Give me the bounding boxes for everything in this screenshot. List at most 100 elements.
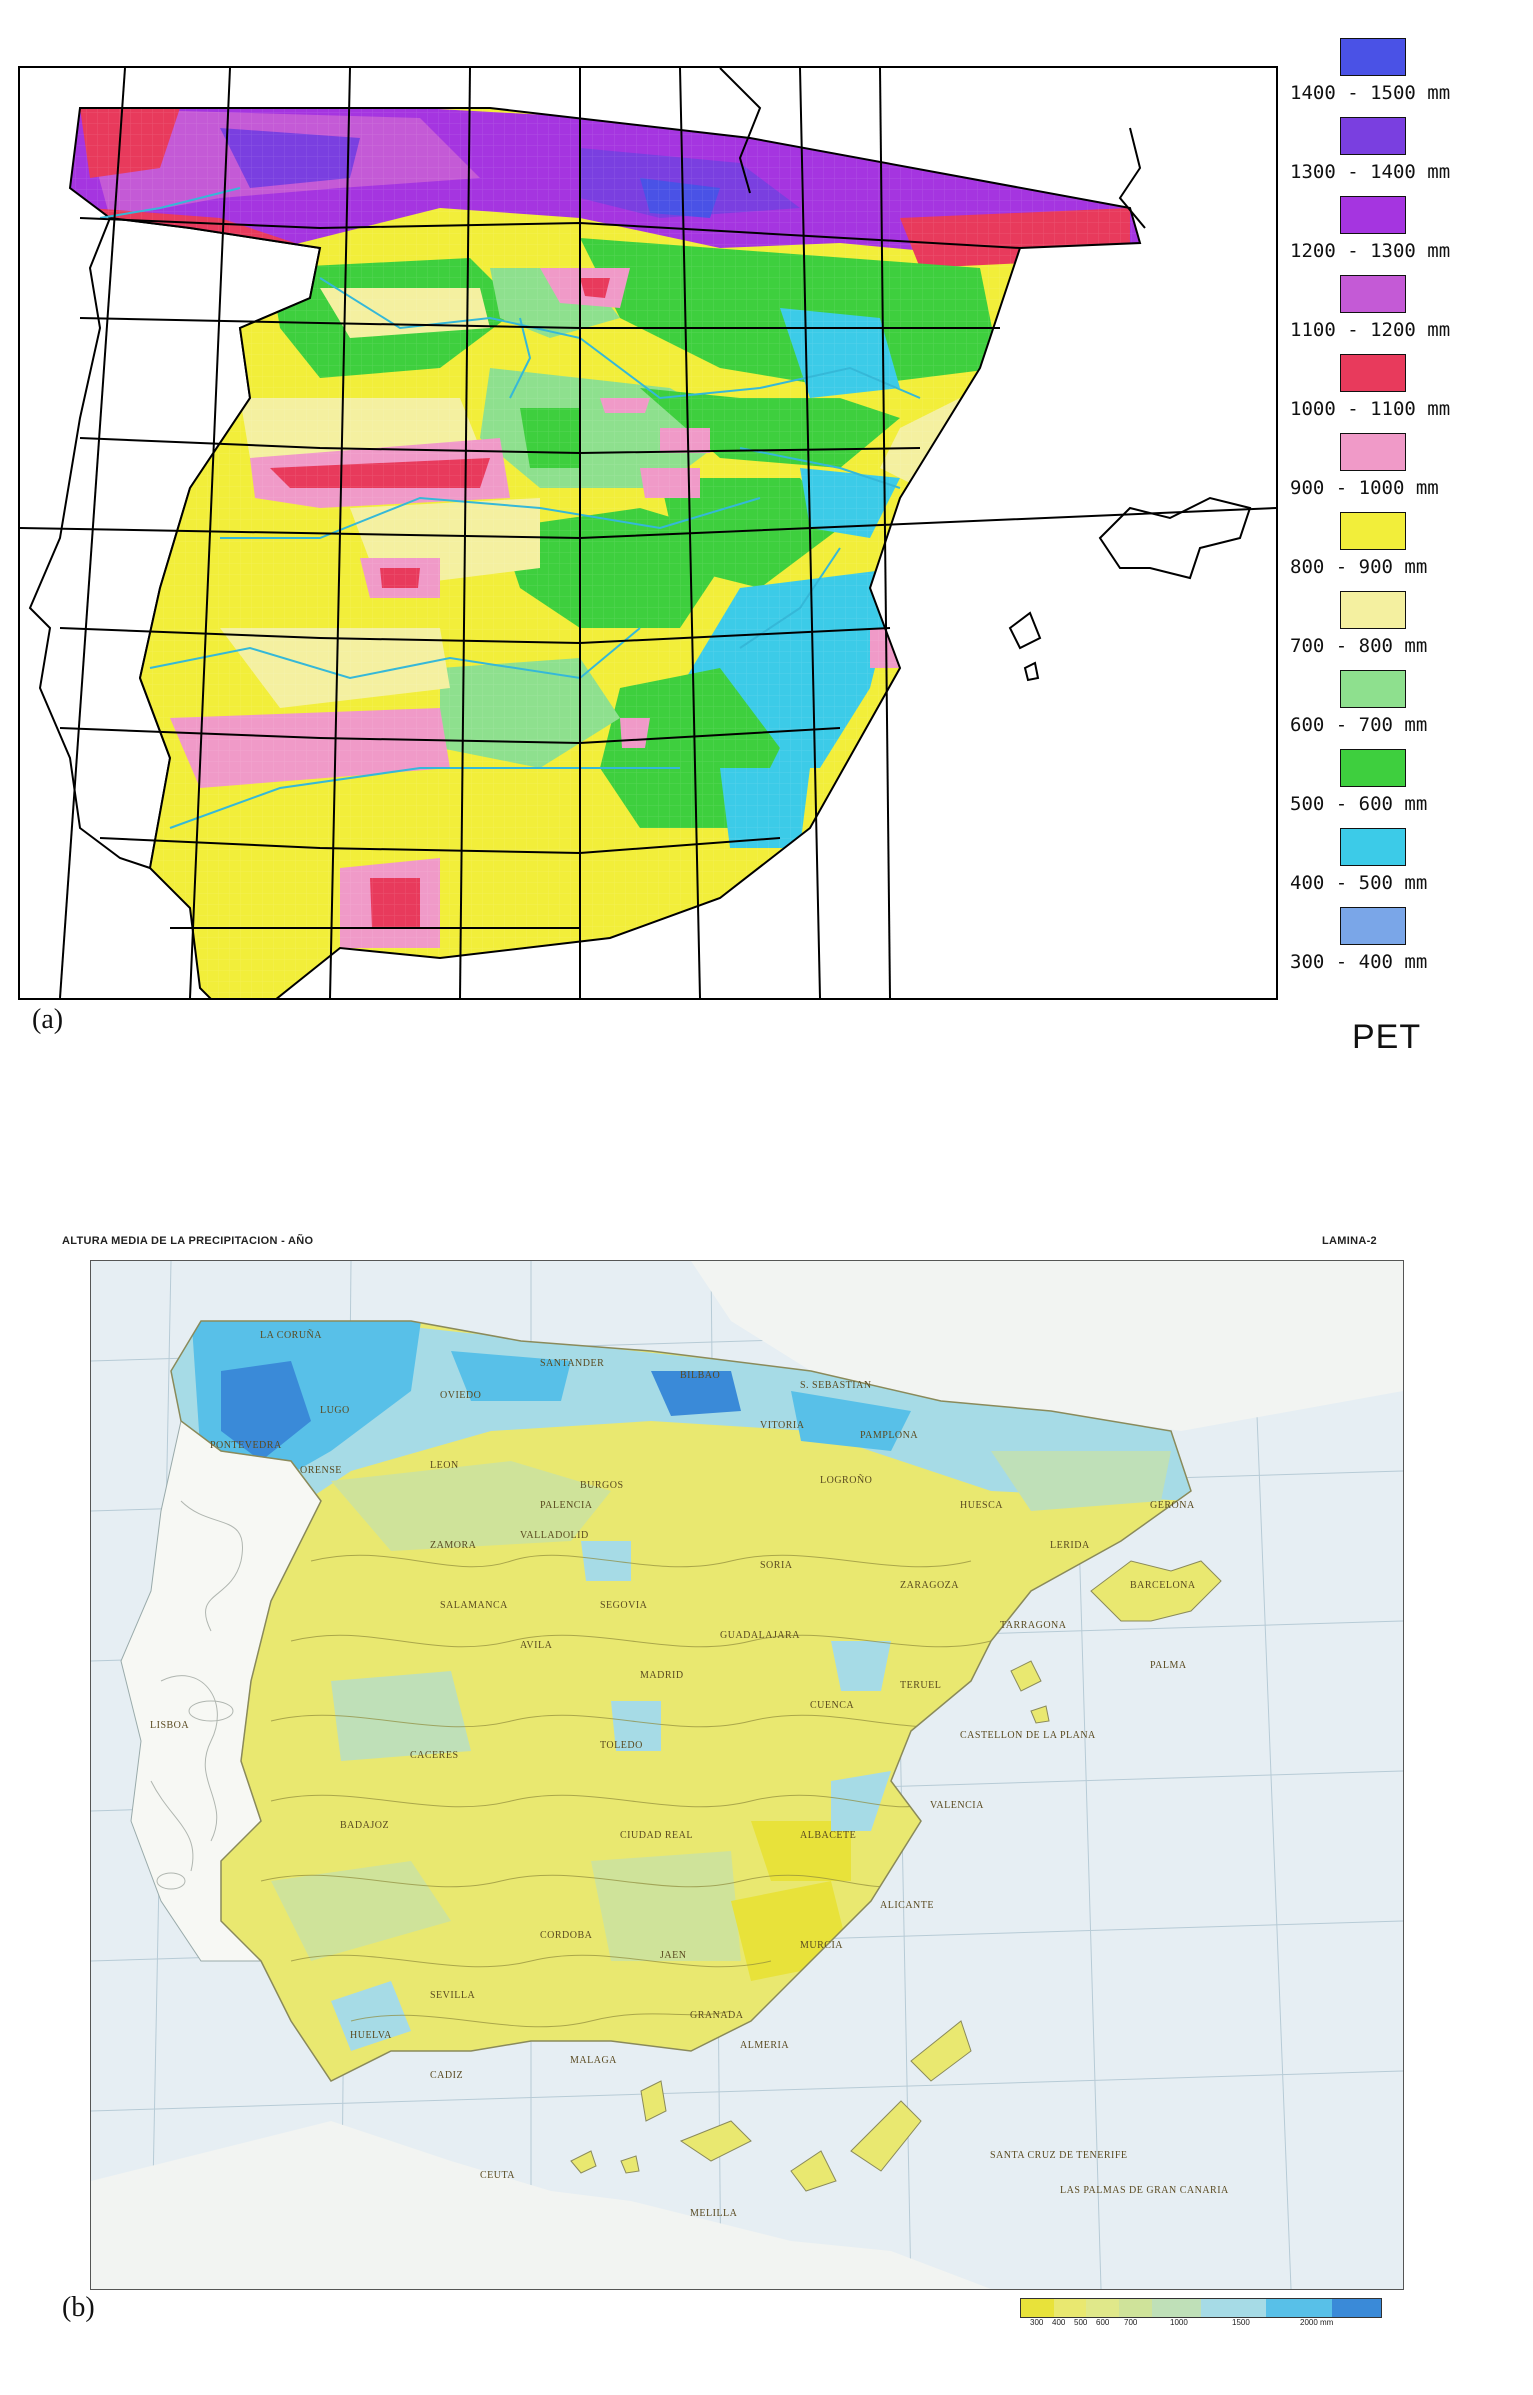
place-label: LEON [430, 1460, 459, 1471]
place-label: TARRAGONA [1000, 1620, 1067, 1631]
scale-segment [1151, 2299, 1202, 2317]
place-label: BADAJOZ [340, 1820, 390, 1831]
place-label: SANTANDER [540, 1358, 605, 1369]
precip-scale-bar [1020, 2298, 1382, 2318]
spain-outline-b [170, 1320, 1192, 2082]
panel-b-label: (b) [62, 2292, 95, 2323]
scale-segment [1331, 2299, 1382, 2317]
legend-item: 1000 - 1100 mm [1290, 354, 1530, 424]
ibiza-outline [1008, 611, 1042, 682]
legend-item: 1100 - 1200 mm [1290, 275, 1530, 345]
place-label: ALICANTE [880, 1900, 934, 1911]
legend-item: 800 - 900 mm [1290, 512, 1530, 582]
place-label: SALAMANCA [440, 1600, 508, 1611]
place-label: CORDOBA [540, 1930, 593, 1941]
legend-item: 400 - 500 mm [1290, 828, 1530, 898]
pet-map-svg [20, 68, 1276, 998]
rivers [99, 187, 921, 829]
place-label: ZAMORA [430, 1540, 477, 1551]
place-label: HUESCA [960, 1500, 1004, 1511]
place-label: VITORIA [760, 1420, 805, 1431]
place-label: ALMERIA [740, 2040, 790, 2051]
pet-zones [70, 108, 1140, 998]
france-outline [719, 68, 1146, 229]
place-label: MALAGA [570, 2055, 617, 2066]
place-label: LUGO [320, 1405, 350, 1416]
place-label: BARCELONA [1130, 1580, 1196, 1591]
legend-swatch [1340, 275, 1406, 313]
legend-label: 500 - 600 mm [1290, 793, 1428, 815]
legend-label: 1400 - 1500 mm [1290, 82, 1451, 104]
legend-swatch [1340, 38, 1406, 76]
scale-label: 1000 [1170, 2318, 1188, 2327]
mallorca-outline [1098, 496, 1252, 580]
panel-a-label: (a) [32, 1004, 64, 1035]
legend-swatch [1340, 828, 1406, 866]
legend-label: 600 - 700 mm [1290, 714, 1428, 736]
ibiza-b [1010, 1660, 1050, 1724]
legend-label: 700 - 800 mm [1290, 635, 1428, 657]
legend-swatch [1340, 591, 1406, 629]
panel-b-header-right: LAMINA-2 [1322, 1235, 1377, 1247]
precip-contours [260, 1554, 992, 2028]
legend-swatch [1340, 433, 1406, 471]
place-label: TERUEL [900, 1680, 942, 1691]
legend-swatch [1340, 512, 1406, 550]
place-label: TOLEDO [600, 1740, 643, 1751]
place-label: CADIZ [430, 2070, 464, 2081]
place-label: GERONA [1150, 1500, 1195, 1511]
place-label: LOGROÑO [820, 1475, 873, 1486]
place-label: SEGOVIA [600, 1600, 648, 1611]
legend-label: 1300 - 1400 mm [1290, 161, 1451, 183]
scale-segment [1201, 2299, 1267, 2317]
precipitation-map-svg [91, 1261, 1403, 2289]
place-label: BURGOS [580, 1480, 624, 1491]
legend-label: 800 - 900 mm [1290, 556, 1428, 578]
place-label: ALBACETE [800, 1830, 857, 1841]
portugal-contours [150, 1500, 243, 1890]
place-label: PALMA [1150, 1660, 1187, 1671]
legend-label: 300 - 400 mm [1290, 951, 1428, 973]
pet-map [18, 66, 1278, 1000]
place-label: MURCIA [800, 1940, 844, 1951]
precipitation-map [90, 1260, 1404, 2290]
place-label: CEUTA [480, 2170, 516, 2181]
place-label: LAS PALMAS DE GRAN CANARIA [1060, 2185, 1229, 2196]
place-label: CASTELLON DE LA PLANA [960, 1730, 1096, 1741]
place-label: HUELVA [350, 2030, 392, 2041]
place-label: GRANADA [690, 2010, 744, 2021]
place-label: SORIA [760, 1560, 793, 1571]
legend-item: 700 - 800 mm [1290, 591, 1530, 661]
legend-swatch [1340, 749, 1406, 787]
scale-label: 300 [1030, 2318, 1044, 2327]
legend-label: 900 - 1000 mm [1290, 477, 1439, 499]
place-label: MADRID [640, 1670, 684, 1681]
legend-label: 1100 - 1200 mm [1290, 319, 1451, 341]
legend-swatch [1340, 907, 1406, 945]
legend-item: 1400 - 1500 mm [1290, 38, 1530, 108]
legend-label: 1000 - 1100 mm [1290, 398, 1451, 420]
scale-label: 500 [1074, 2318, 1088, 2327]
scale-segment [1086, 2299, 1120, 2317]
legend-swatch [1340, 670, 1406, 708]
legend-label: 400 - 500 mm [1290, 872, 1428, 894]
scale-label: 700 [1124, 2318, 1138, 2327]
place-label: PALENCIA [540, 1500, 593, 1511]
scale-label: 2000 mm [1300, 2318, 1334, 2327]
scale-label: 1500 [1232, 2318, 1250, 2327]
place-label: SANTA CRUZ DE TENERIFE [990, 2150, 1128, 2161]
africa-land [91, 2121, 991, 2289]
place-label: VALLADOLID [520, 1530, 589, 1541]
place-label: ZARAGOZA [900, 1580, 959, 1591]
place-label: GUADALAJARA [720, 1630, 800, 1641]
legend-swatch [1340, 196, 1406, 234]
place-label: MELILLA [690, 2208, 738, 2219]
place-label: JAEN [660, 1950, 687, 1961]
panel-b-header-left: ALTURA MEDIA DE LA PRECIPITACION - AÑO [62, 1235, 314, 1247]
place-label: LA CORUÑA [260, 1330, 323, 1341]
legend-item: 1200 - 1300 mm [1290, 196, 1530, 266]
scale-segment [1119, 2299, 1152, 2317]
place-label: CACERES [410, 1750, 459, 1761]
place-label: CIUDAD REAL [620, 1830, 693, 1841]
place-label: LERIDA [1050, 1540, 1090, 1551]
